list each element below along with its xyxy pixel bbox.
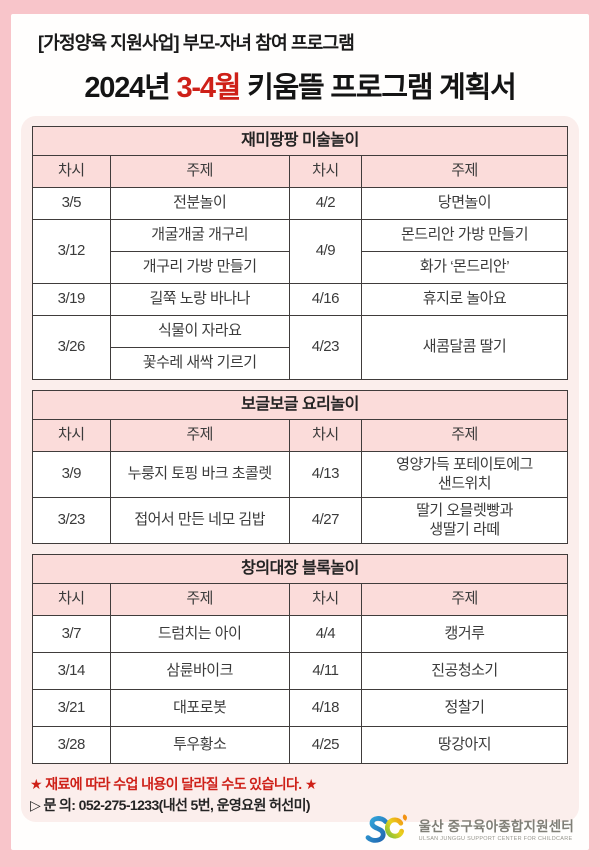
column-header: 차시	[32, 419, 111, 452]
topic-cell: 대포로봇	[109, 689, 290, 727]
topic-cell: 휴지로 놀아요	[361, 283, 568, 316]
column-header: 차시	[288, 419, 363, 452]
column-header: 주제	[109, 419, 290, 452]
table-row: 3/14 삼륜바이크 4/11 진공청소기	[32, 652, 568, 690]
topic-cell: 드럼치는 아이	[109, 615, 290, 653]
table-row: 꽃수레 새싹 기르기	[33, 347, 568, 380]
topic-cell: 캥거루	[361, 615, 568, 653]
column-header: 차시	[288, 583, 363, 616]
date-cell: 4/25	[288, 726, 363, 764]
schedule-panel: 재미팡팡 미술놀이 차시 주제 차시 주제 3/5 전분놀이 4/2 당면놀이 3/12 개굴개굴 …	[21, 116, 579, 822]
date-cell: 3/28	[32, 726, 111, 764]
title-month-highlight: 3-4월	[176, 72, 241, 104]
topic-cell: 전분놀이	[109, 187, 290, 220]
topic-cell: 진공청소기	[361, 652, 568, 690]
topic-cell: 정찰기	[361, 689, 568, 727]
date-cell: 4/4	[288, 615, 363, 653]
date-cell: 4/16	[288, 283, 363, 316]
date-cell: 3/26	[32, 315, 111, 380]
topic-cell: 땅강아지	[361, 726, 568, 764]
topic-cell: 딸기 오믈렛빵과 생딸기 라떼	[361, 497, 568, 544]
date-cell: 4/2	[288, 187, 363, 220]
program-subtitle: [가정양육 지원사업] 부모-자녀 참여 프로그램	[38, 33, 355, 53]
topic-cell: 당면놀이	[361, 187, 568, 220]
table-row: 3/12 개굴개굴 개구리 4/9 몬드리안 가방 만들기	[32, 219, 568, 284]
table-title: 재미팡팡 미술놀이	[32, 126, 568, 156]
topic-cell: 누룽지 토핑 바크 초콜렛	[109, 451, 290, 498]
title-suffix: 키움뜰 프로그램 계획서	[240, 72, 517, 104]
table-row: 3/21 대포로봇 4/18 정찰기	[32, 689, 568, 727]
column-header: 주제	[361, 583, 568, 616]
date-cell: 3/19	[32, 283, 111, 316]
date-cell: 3/14	[32, 652, 111, 690]
schedule-table: 창의대장 블록놀이 차시 주제 차시 주제 3/7 드럼치는 아이 4/4 캥거루 3/14 삼륜바…	[32, 554, 568, 764]
schedule-table: 재미팡팡 미술놀이 차시 주제 차시 주제 3/5 전분놀이 4/2 당면놀이 3/12 개굴개굴 …	[32, 126, 568, 380]
table-row: 3/23 접어서 만든 네모 김밥 4/27 딸기 오믈렛빵과 생딸기 라떼	[32, 497, 568, 544]
center-name-ko: 울산 중구육아종합지원센터	[418, 818, 574, 834]
date-cell: 3/12	[32, 219, 111, 284]
column-header: 차시	[288, 155, 363, 188]
sc-logo-icon	[365, 814, 407, 843]
topic-cell: 식물이 자라요	[109, 315, 290, 348]
date-cell: 4/9	[288, 219, 363, 284]
topic-cell: 투우황소	[109, 726, 290, 764]
center-name: 울산 중구육아종합지원센터 ULSAN JUNGGU SUPPORT CENTE…	[419, 815, 574, 842]
date-cell: 4/27	[288, 497, 363, 544]
topic-cell: 꽃수레 새싹 기르기	[109, 347, 290, 380]
topic-cell: 새콤달콤 딸기	[361, 315, 568, 380]
topic-cell: 길쭉 노랑 바나나	[109, 283, 290, 316]
table-row: 3/7 드럼치는 아이 4/4 캥거루	[32, 615, 568, 653]
table-row: 3/5 전분놀이 4/2 당면놀이	[32, 187, 568, 220]
table-row: 3/26 식물이 자라요 4/23 새콤달콤 딸기	[32, 315, 568, 380]
column-header: 차시	[32, 155, 111, 188]
table-row: 3/19 길쭉 노랑 바나나 4/16 휴지로 놀아요	[32, 283, 568, 316]
column-header: 주제	[109, 155, 290, 188]
column-header: 주제	[361, 419, 568, 452]
topic-cell: 화가 ‘몬드리안’	[361, 251, 568, 284]
document-card: [가정양육 지원사업] 부모-자녀 참여 프로그램 2024년 3-4월 키움뜰…	[11, 14, 589, 850]
date-cell: 4/18	[288, 689, 363, 727]
contact-note: ▷ 문 의: 052-275-1233(내선 5번, 운영요원 허선미)	[30, 797, 311, 813]
center-name-en: ULSAN JUNGGU SUPPORT CENTER FOR CHILDCAR…	[418, 835, 573, 842]
date-cell: 3/5	[32, 187, 111, 220]
topic-cell: 개구리 가방 만들기	[109, 251, 290, 284]
date-cell: 4/13	[288, 451, 363, 498]
column-header: 차시	[32, 583, 111, 616]
topic-cell: 접어서 만든 네모 김밥	[109, 497, 290, 544]
topic-cell: 몬드리안 가방 만들기	[361, 219, 568, 252]
center-logo: 울산 중구육아종합지원센터 ULSAN JUNGGU SUPPORT CENTE…	[364, 810, 574, 846]
table-title: 창의대장 블록놀이	[32, 554, 568, 584]
date-cell: 3/21	[32, 689, 111, 727]
tables-root: 재미팡팡 미술놀이 차시 주제 차시 주제 3/5 전분놀이 4/2 당면놀이 3/12 개굴개굴 …	[32, 126, 568, 764]
page-title: 2024년 3-4월 키움뜰 프로그램 계획서	[11, 64, 589, 106]
date-cell: 3/7	[32, 615, 111, 653]
date-cell: 3/23	[32, 497, 111, 544]
materials-note: ★ 재료에 따라 수업 내용이 달라질 수도 있습니다. ★	[30, 776, 317, 792]
column-header: 주제	[361, 155, 568, 188]
table-row: 3/9 누룽지 토핑 바크 초콜렛 4/13 영양가득 포테이토에그 샌드위치	[32, 451, 568, 498]
topic-cell: 개굴개굴 개구리	[109, 219, 290, 252]
topic-cell: 삼륜바이크	[109, 652, 290, 690]
date-cell: 4/23	[288, 315, 363, 380]
title-prefix: 2024년	[84, 72, 177, 104]
topic-cell: 영양가득 포테이토에그 샌드위치	[361, 451, 568, 498]
table-title: 보글보글 요리놀이	[32, 390, 568, 420]
column-header: 주제	[109, 583, 290, 616]
date-cell: 3/9	[32, 451, 111, 498]
date-cell: 4/11	[288, 652, 363, 690]
table-row: 3/28 투우황소 4/25 땅강아지	[32, 726, 568, 764]
schedule-table: 보글보글 요리놀이 차시 주제 차시 주제 3/9 누룽지 토핑 바크 초콜렛 4/13 영양가…	[32, 390, 568, 544]
